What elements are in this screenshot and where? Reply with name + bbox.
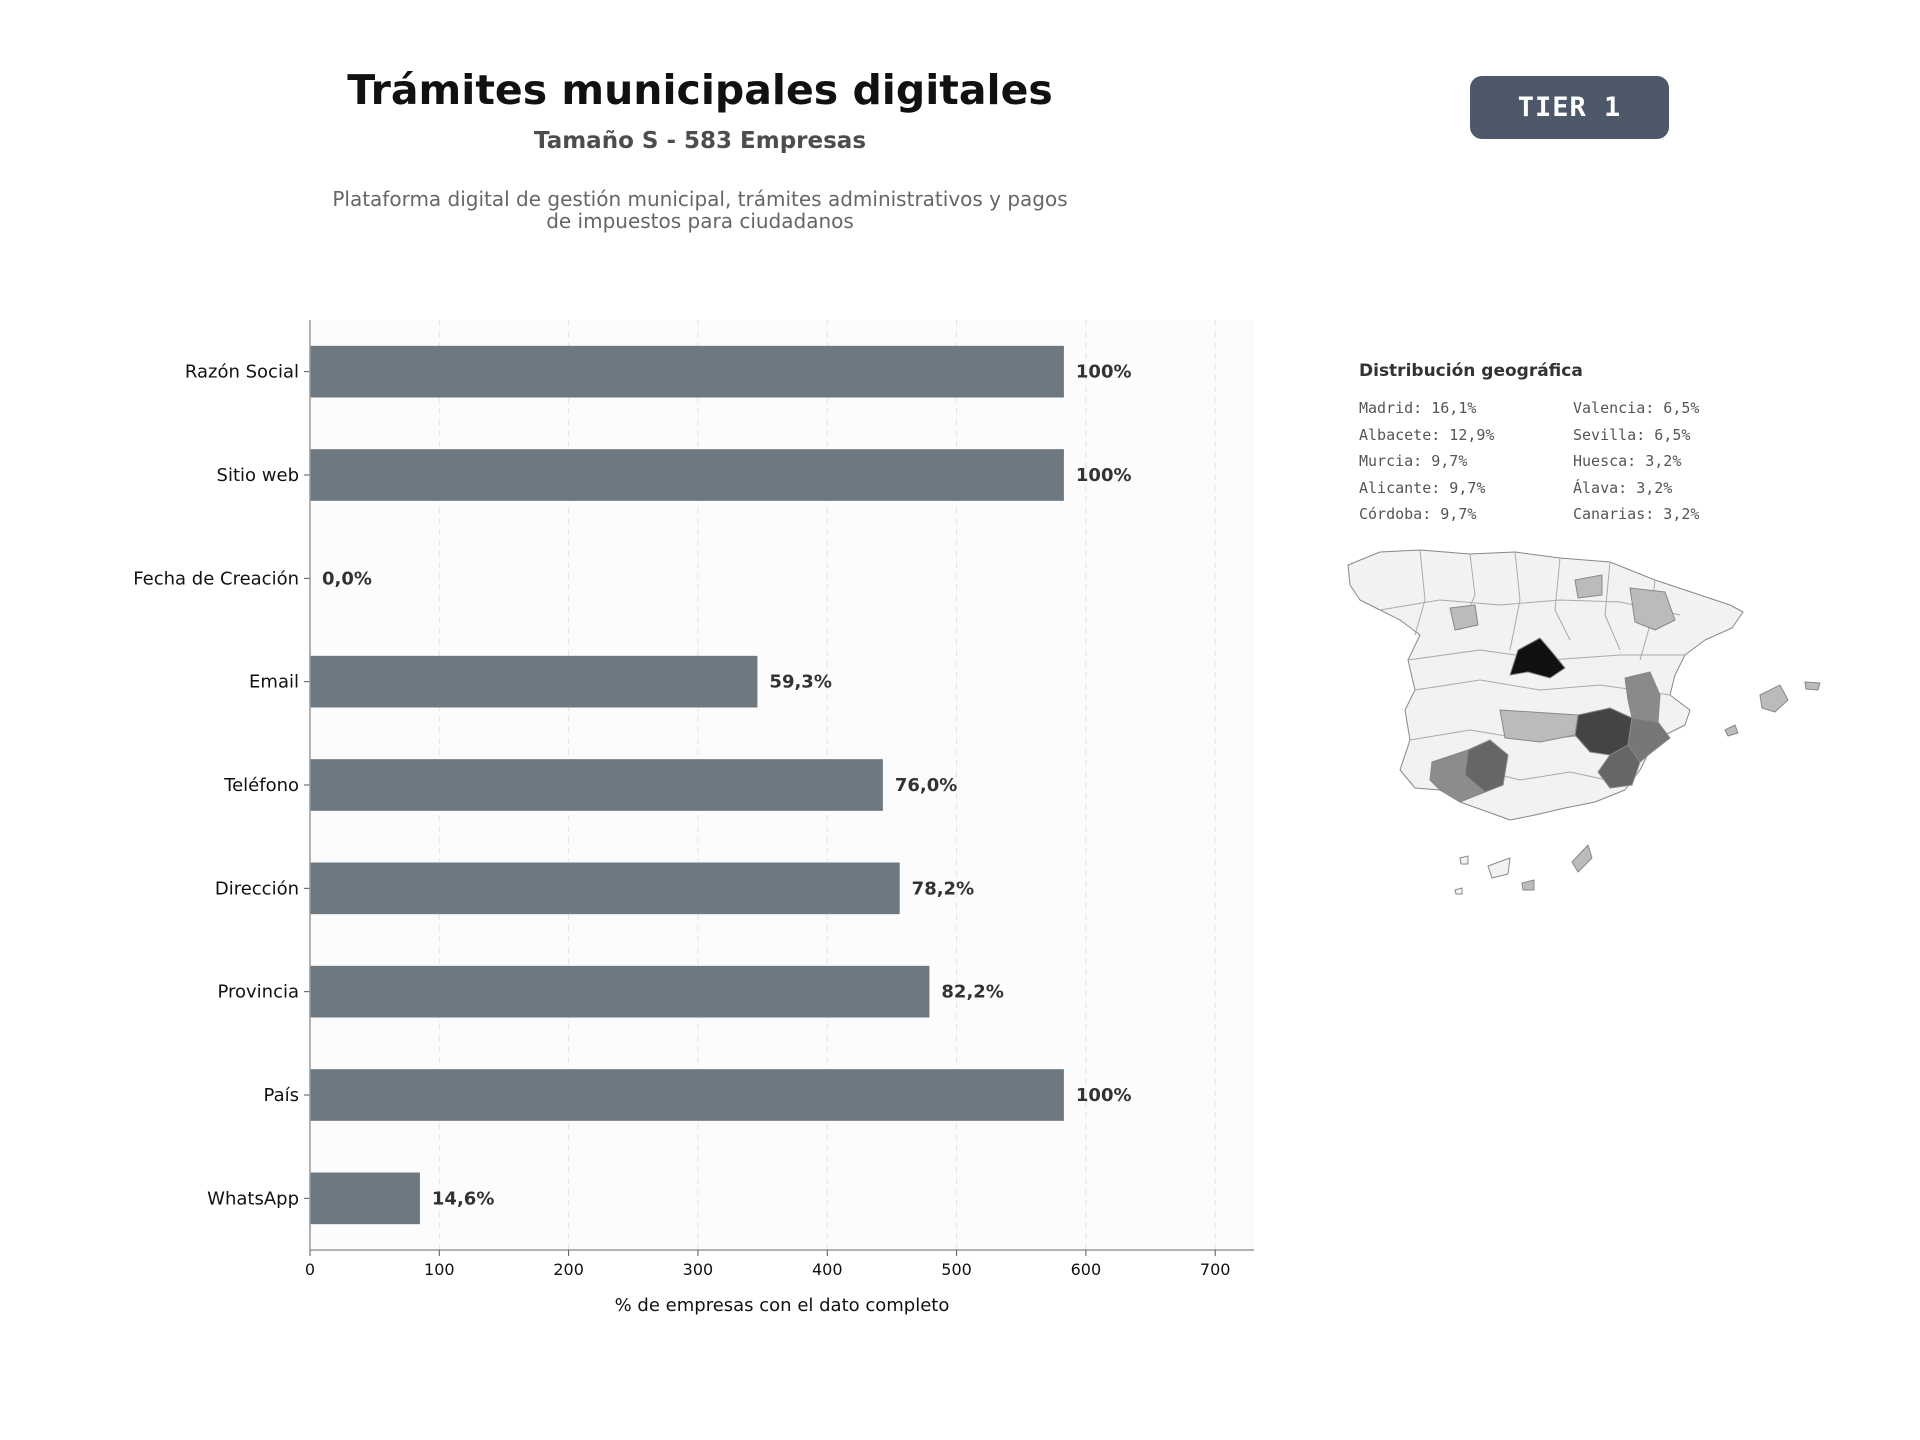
y-tick-label: Email (249, 672, 299, 693)
map-region-sevilla (1429, 749, 1486, 803)
y-tick-label: WhatsApp (207, 1188, 299, 1209)
data-label: 100% (1076, 1085, 1132, 1106)
map-region-peninsula (1347, 549, 1744, 821)
x-tick-label: 600 (1071, 1260, 1102, 1279)
bar (310, 1069, 1064, 1121)
geo-item: Madrid: 16,1% (1359, 399, 1477, 417)
x-axis-label: % de empresas con el dato completo (615, 1295, 950, 1316)
geo-item: Sevilla: 6,5% (1573, 425, 1691, 444)
bar (310, 655, 758, 708)
data-label: 59,3% (769, 672, 831, 693)
geo-item: Córdoba: 9,7% (1359, 505, 1477, 523)
bar (310, 449, 1064, 501)
map-region-menorca (1804, 681, 1821, 691)
data-label: 82,2% (941, 982, 1003, 1003)
x-tick-label: 400 (812, 1260, 843, 1279)
x-tick-label: 500 (941, 1260, 972, 1279)
geo-item: Álava: 3,2% (1573, 478, 1673, 497)
geo-item: Murcia: 9,7% (1359, 452, 1468, 470)
geo-item: Alicante: 9,7% (1359, 478, 1486, 497)
data-label: 78,2% (912, 878, 974, 899)
map-region-canarias-2 (1521, 879, 1535, 891)
geo-item: Huesca: 3,2% (1573, 452, 1682, 470)
map-region-mallorca (1759, 684, 1789, 713)
data-label: 0,0% (322, 568, 372, 589)
data-label: 14,6% (432, 1188, 494, 1209)
spain-map (1347, 549, 1821, 895)
map-region-ibiza (1724, 724, 1739, 737)
map-region-canarias-4 (1459, 855, 1469, 865)
x-tick-label: 700 (1200, 1260, 1231, 1279)
x-tick-label: 100 (424, 1260, 455, 1279)
bar-chart: 100% Razón Social 100% Sitio web 0,0% Fecha d… (133, 320, 1254, 1316)
map-region-valencia (1624, 671, 1661, 723)
map-region-canarias-5 (1454, 887, 1463, 895)
y-tick-label: Dirección (215, 878, 299, 899)
y-tick-label: Fecha de Creación (133, 568, 299, 589)
y-tick-label: Razón Social (185, 362, 299, 383)
geo-item: Canarias: 3,2% (1573, 505, 1700, 523)
x-tick-label: 200 (553, 1260, 584, 1279)
map-region-madrid (1509, 637, 1566, 679)
geo-distribution-list: Madrid: 16,1% Valencia: 6,5% Albacete: 1… (1359, 398, 1759, 526)
map-region-alava (1574, 574, 1603, 599)
data-label: 76,0% (895, 775, 957, 796)
data-label: 100% (1076, 362, 1132, 383)
page-description: Plataforma digital de gestión municipal,… (332, 187, 1068, 233)
map-region-toledo (1499, 709, 1579, 743)
geo-item: Valencia: 6,5% (1573, 399, 1700, 417)
geo-distribution-title: Distribución geográfica (1359, 361, 1583, 381)
bar (310, 345, 1064, 398)
page-subtitle: Tamaño S - 583 Empresas (533, 128, 867, 154)
bar (310, 759, 883, 811)
map-region-canarias-3 (1571, 844, 1593, 873)
y-tick-label: País (264, 1085, 299, 1106)
map-region-huesca (1629, 587, 1676, 631)
geo-item: Albacete: 12,9% (1359, 425, 1495, 444)
y-tick-label: Teléfono (223, 775, 299, 796)
bar (310, 1172, 420, 1225)
map-region-leon (1449, 604, 1479, 631)
x-tick-label: 0 (305, 1260, 315, 1279)
data-label: 100% (1076, 465, 1132, 486)
tier-badge: TIER 1 (1470, 76, 1669, 139)
y-tick-label: Provincia (217, 982, 299, 1003)
bar (310, 862, 900, 915)
bar (310, 965, 930, 1018)
y-tick-label: Sitio web (217, 465, 299, 486)
x-tick-label: 300 (683, 1260, 714, 1279)
page-title: Trámites municipales digitales (347, 66, 1053, 114)
map-region-canarias-1 (1487, 857, 1511, 879)
